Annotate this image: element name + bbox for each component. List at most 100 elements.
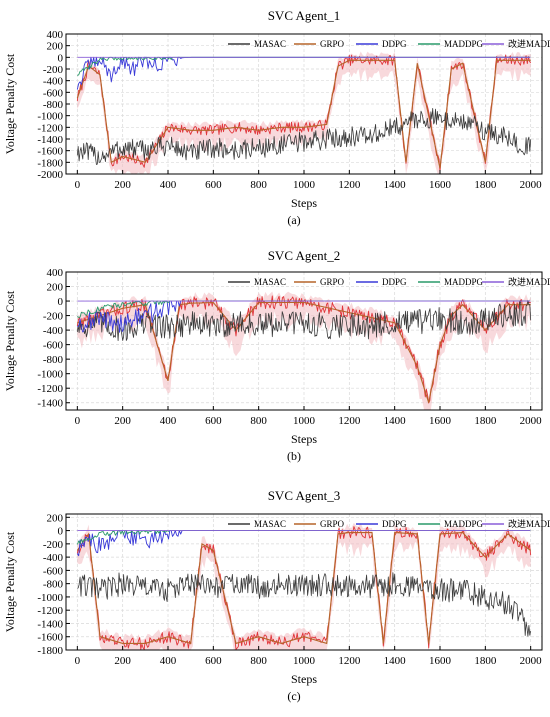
x-tick-label: 200: [114, 179, 131, 191]
series-band-grpo: [77, 291, 531, 410]
x-axis-label: Steps: [291, 196, 317, 210]
y-tick-label: -1600: [37, 632, 63, 644]
x-tick-label: 800: [250, 415, 267, 427]
series-line-masac: [77, 572, 532, 637]
y-tick-label: -200: [43, 539, 64, 551]
y-tick-label: 400: [47, 267, 64, 279]
x-tick-label: 1400: [384, 179, 407, 191]
plot-area: [76, 291, 532, 410]
y-tick-label: -400: [43, 552, 64, 564]
y-tick-label: -2000: [37, 169, 63, 181]
x-tick-label: 0: [75, 179, 81, 191]
legend: MASAC GRPO DDPG MADDPG 改进MADDPG: [228, 276, 550, 287]
y-tick-label: -200: [43, 311, 64, 323]
y-tick-label: 200: [47, 282, 64, 294]
y-tick-label: -200: [43, 64, 64, 76]
y-tick-label: 400: [47, 29, 64, 41]
x-tick-label: 400: [160, 655, 177, 667]
y-tick-label: 200: [47, 512, 64, 524]
legend-label: 改进MADDPG: [508, 38, 550, 49]
x-tick-label: 1200: [338, 179, 361, 191]
legend-label: 改进MADDPG: [508, 518, 550, 529]
x-tick-label: 1200: [338, 655, 361, 667]
y-tick-label: -800: [43, 354, 64, 366]
y-tick-label: -1400: [37, 618, 63, 630]
y-tick-label: 0: [58, 296, 64, 308]
chart-title: SVC Agent_2: [268, 248, 341, 263]
y-tick-label: -800: [43, 99, 64, 111]
y-tick-label: 200: [47, 41, 64, 53]
chart-panel-2: SVC Agent_24002000-200-400-600-800-1000-…: [3, 248, 550, 463]
x-tick-label: 2000: [520, 655, 543, 667]
legend-label: MADDPG: [444, 39, 484, 49]
y-tick-label: -1000: [37, 369, 63, 381]
y-tick-label: -1200: [37, 383, 63, 395]
legend-label: MASAC: [254, 277, 286, 287]
panel-caption: (c): [287, 689, 300, 703]
legend-label: 改进MADDPG: [508, 276, 550, 287]
panel-caption: (a): [287, 213, 300, 227]
chart-panel-3: SVC Agent_32000-200-400-600-800-1000-120…: [3, 488, 550, 703]
y-tick-label: -800: [43, 579, 64, 591]
y-tick-label: -1000: [37, 111, 63, 123]
x-tick-label: 0: [75, 415, 81, 427]
x-tick-label: 1000: [293, 655, 316, 667]
x-tick-label: 0: [75, 655, 81, 667]
x-tick-label: 1400: [384, 415, 407, 427]
y-axis-label: Voltage Penalty Cost: [3, 290, 17, 391]
legend-label: MADDPG: [444, 519, 484, 529]
y-tick-label: -600: [43, 87, 64, 99]
legend-label: DDPG: [382, 519, 407, 529]
y-tick-label: -1400: [37, 134, 63, 146]
y-axis-label: Voltage Penalty Cost: [3, 53, 17, 154]
x-tick-label: 200: [114, 415, 131, 427]
x-tick-label: 1800: [474, 179, 497, 191]
x-tick-label: 1400: [384, 655, 407, 667]
series-line-grpo: [76, 54, 532, 173]
y-tick-label: -1000: [37, 592, 63, 604]
x-tick-label: 1800: [474, 415, 497, 427]
legend-label: DDPG: [382, 277, 407, 287]
y-tick-label: 0: [58, 526, 64, 538]
x-tick-label: 200: [114, 655, 131, 667]
y-axis-label: Voltage Penalty Cost: [3, 531, 17, 632]
x-tick-label: 800: [250, 179, 267, 191]
legend-label: DDPG: [382, 39, 407, 49]
x-tick-label: 600: [205, 655, 222, 667]
legend: MASAC GRPO DDPG MADDPG 改进MADDPG: [228, 518, 550, 529]
x-tick-label: 600: [205, 179, 222, 191]
x-tick-label: 1000: [293, 179, 316, 191]
chart-title: SVC Agent_1: [268, 8, 341, 23]
x-tick-label: 1600: [429, 415, 452, 427]
x-axis-label: Steps: [291, 432, 317, 446]
series-line-grpo-mean: [76, 59, 531, 169]
y-tick-label: -400: [43, 76, 64, 88]
legend: MASAC GRPO DDPG MADDPG 改进MADDPG: [228, 38, 550, 49]
y-tick-label: -1800: [37, 157, 63, 169]
y-tick-label: 0: [58, 52, 64, 64]
x-tick-label: 800: [250, 655, 267, 667]
plot-area: [76, 522, 532, 650]
x-tick-label: 400: [160, 415, 177, 427]
x-axis-label: Steps: [291, 672, 317, 686]
chart-panel-1: SVC Agent_14002000-200-400-600-800-1000-…: [3, 8, 550, 227]
y-tick-label: -1200: [37, 122, 63, 134]
legend-label: GRPO: [320, 277, 345, 287]
chart-title: SVC Agent_3: [268, 488, 341, 503]
x-tick-label: 1000: [293, 415, 316, 427]
y-tick-label: -600: [43, 565, 64, 577]
legend-label: MASAC: [254, 519, 286, 529]
x-tick-label: 1800: [474, 655, 497, 667]
series-line-grpo-mean: [76, 532, 532, 645]
y-tick-label: -1200: [37, 605, 63, 617]
x-tick-label: 600: [205, 415, 222, 427]
series-line-masac: [76, 300, 532, 342]
x-tick-label: 2000: [520, 415, 543, 427]
x-tick-label: 400: [160, 179, 177, 191]
legend-label: GRPO: [320, 39, 345, 49]
x-tick-label: 1600: [429, 655, 452, 667]
legend-label: MASAC: [254, 39, 286, 49]
legend-label: GRPO: [320, 519, 345, 529]
